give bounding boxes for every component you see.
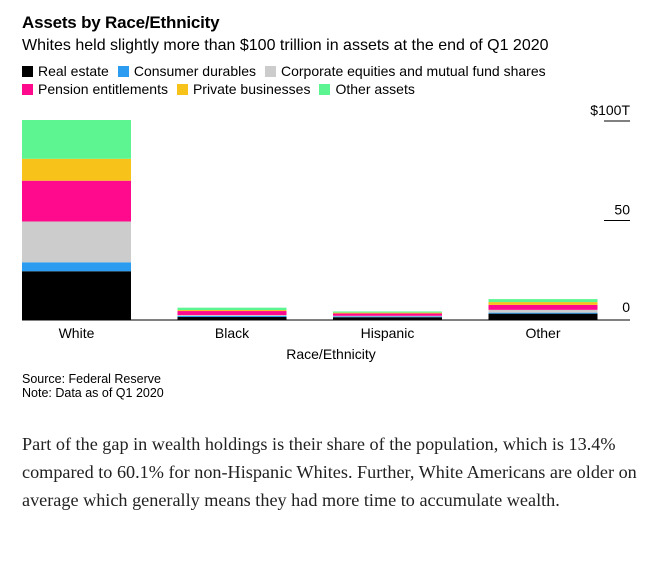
stacked-bar-chart: 0 50 $100T White Black Hispanic Other Race/Ethn…: [22, 102, 630, 362]
bar-segment-white-corporate-equities-and-mutual-fund-shares: [22, 221, 131, 263]
bar-segment-other-consumer-durables: [488, 312, 598, 314]
legend-swatch-pension-entitlements: [22, 83, 33, 95]
bar-segment-hispanic-other-assets: [333, 311, 442, 313]
data-note: Note: Data as of Q1 2020: [22, 386, 164, 400]
bar-segment-other-corporate-equities-and-mutual-fund-shares: [488, 309, 598, 313]
bar-segment-white-private-businesses: [22, 158, 131, 181]
bar-segment-other-other-assets: [488, 299, 598, 303]
chart-subtitle: Whites held slightly more than $100 tril…: [22, 37, 549, 54]
bar-segment-black-other-assets: [177, 307, 287, 311]
legend-item-corporate-equities: Corporate equities and mutual fund share…: [265, 63, 546, 79]
bar-segment-hispanic-pension-entitlements: [333, 313, 442, 316]
legend-item-private-businesses: Private businesses: [176, 81, 311, 97]
bar-segment-black-real-estate: [177, 317, 287, 320]
legend-row-1: Real estate Consumer durables Corporate …: [22, 63, 642, 79]
bar-segment-white-real-estate: [22, 271, 131, 320]
bar-segment-white-consumer-durables: [22, 262, 131, 272]
y-tick-label-0: 0: [622, 299, 630, 315]
bar-segment-black-consumer-durables: [177, 316, 287, 318]
chart-notes: Source: Federal Reserve Note: Data as of…: [22, 372, 164, 400]
legend-label-consumer-durables: Consumer durables: [133, 63, 256, 79]
y-tick-label-100: $100T: [590, 102, 630, 118]
bar-segment-black-pension-entitlements: [177, 311, 287, 316]
legend-label-pension-entitlements: Pension entitlements: [38, 81, 168, 97]
y-tick-label-50: 50: [614, 202, 630, 218]
x-axis-title: Race/Ethnicity: [286, 346, 375, 362]
legend-swatch-corporate-equities: [265, 65, 276, 77]
legend-swatch-real-estate: [22, 65, 33, 77]
legend-label-corporate-equities: Corporate equities and mutual fund share…: [281, 63, 546, 79]
bar-segment-hispanic-private-businesses: [333, 312, 442, 314]
chart-title: Assets by Race/Ethnicity: [22, 13, 220, 32]
bar-segment-hispanic-real-estate: [333, 317, 442, 320]
x-tick-label-black: Black: [215, 325, 250, 341]
legend-item-pension-entitlements: Pension entitlements: [22, 81, 168, 97]
bar-segment-black-corporate-equities-and-mutual-fund-shares: [177, 315, 287, 317]
legend-row-2: Pension entitlements Private businesses …: [22, 81, 642, 97]
bar-segment-white-pension-entitlements: [22, 180, 131, 222]
legend-label-other-assets: Other assets: [335, 81, 415, 97]
x-tick-label-hispanic: Hispanic: [361, 325, 415, 341]
legend-swatch-private-businesses: [176, 83, 188, 95]
bar-segment-white-other-assets: [22, 120, 131, 159]
legend-item-consumer-durables: Consumer durables: [117, 63, 256, 79]
legend-label-real-estate: Real estate: [38, 63, 109, 79]
legend-item-real-estate: Real estate: [22, 63, 109, 79]
x-tick-label-white: White: [59, 325, 95, 341]
bar-segment-other-real-estate: [488, 313, 598, 320]
x-tick-label-other: Other: [525, 325, 560, 341]
bar-segment-hispanic-consumer-durables: [333, 316, 442, 318]
bar-segment-other-pension-entitlements: [488, 304, 598, 310]
legend-swatch-consumer-durables: [117, 65, 129, 77]
legend-item-other-assets: Other assets: [319, 81, 415, 97]
legend-label-private-businesses: Private businesses: [192, 81, 311, 97]
bar-segment-black-private-businesses: [177, 310, 287, 312]
legend-swatch-other-assets: [319, 83, 331, 95]
bar-segment-hispanic-corporate-equities-and-mutual-fund-shares: [333, 315, 442, 317]
bar-segment-other-private-businesses: [488, 302, 598, 305]
body-paragraph: Part of the gap in wealth holdings is th…: [22, 434, 637, 510]
source-note: Source: Federal Reserve: [22, 372, 161, 386]
